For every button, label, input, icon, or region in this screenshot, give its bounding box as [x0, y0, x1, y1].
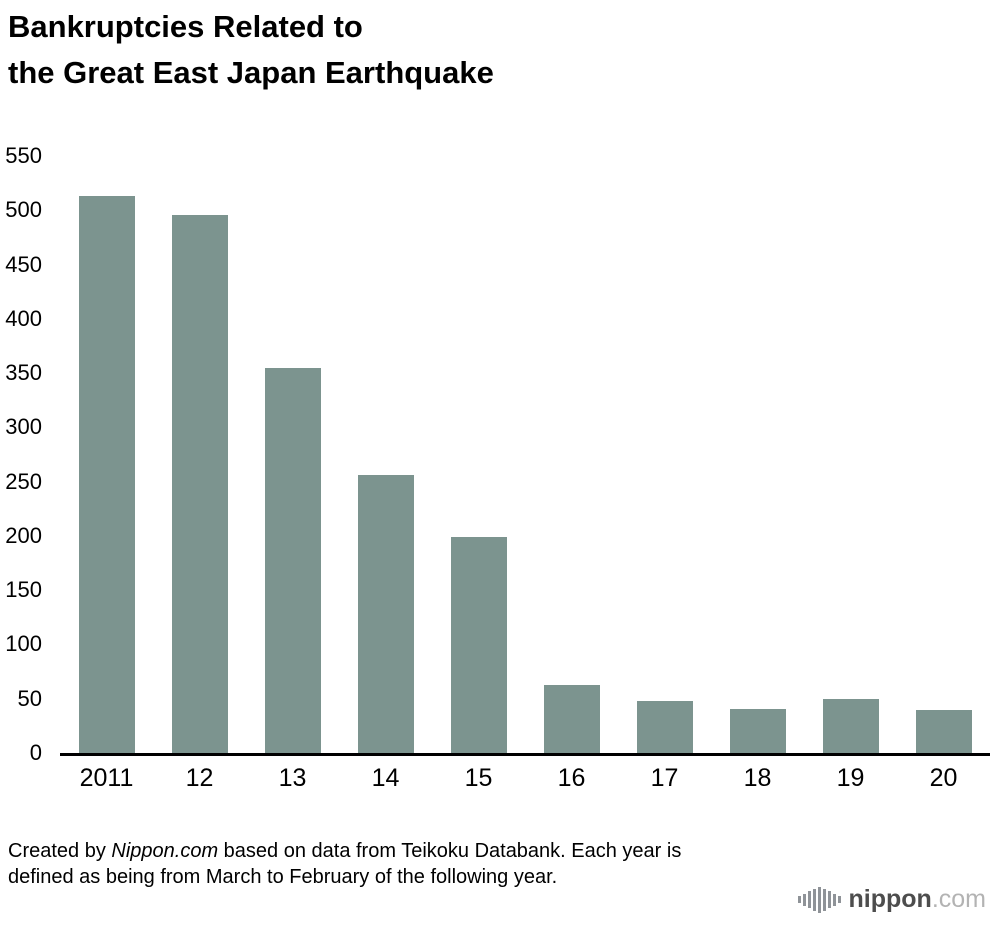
waveform-bars-icon	[797, 886, 841, 913]
x-axis-tick-labels: 2011 12 13 14 15 16 17 18 19 20	[60, 764, 990, 793]
y-tick-label: 500	[5, 197, 42, 223]
bar-slot	[897, 156, 990, 753]
source-note: Created by Nippon.com based on data from…	[8, 838, 718, 890]
y-tick-label: 350	[5, 360, 42, 386]
bar	[171, 214, 228, 753]
x-tick-label: 12	[185, 764, 214, 792]
bar	[357, 475, 414, 753]
bar	[729, 708, 786, 753]
bar-slot	[60, 156, 153, 753]
y-tick-label: 250	[5, 468, 42, 494]
chart-title-line2: the Great East Japan Earthquake	[8, 55, 494, 90]
y-tick-label: 200	[5, 522, 42, 548]
logo-brand: nippon	[848, 885, 932, 913]
bar	[915, 709, 972, 753]
bar	[78, 196, 135, 753]
chart-title: Bankruptcies Related to the Great East J…	[8, 4, 494, 96]
x-tick-label: 14	[371, 764, 400, 792]
y-tick-label: 50	[17, 685, 42, 711]
x-tick-label: 19	[836, 764, 865, 792]
y-tick-label: 150	[5, 577, 42, 603]
y-tick-label: 0	[29, 740, 42, 765]
logo-tld: .com	[931, 885, 986, 913]
bar-slot	[618, 156, 711, 753]
source-note-prefix: Created by	[8, 840, 112, 862]
bar-slot	[246, 156, 339, 753]
bar	[543, 684, 600, 753]
y-axis-tick-labels: 550 500 450 400 350 300 250 200 150 100 50 0	[0, 0, 42, 926]
bar-plot-area	[60, 156, 990, 756]
x-tick-label: 13	[278, 764, 307, 792]
bar	[822, 698, 879, 753]
y-tick-label: 400	[5, 305, 42, 331]
y-tick-label: 100	[5, 631, 42, 657]
bar-slot	[525, 156, 618, 753]
logo-text: nippon.com	[849, 885, 987, 914]
x-tick-label: 17	[650, 764, 679, 792]
x-tick-label: 16	[557, 764, 586, 792]
y-tick-label: 450	[5, 251, 42, 277]
y-tick-label: 300	[5, 414, 42, 440]
bar-slot	[711, 156, 804, 753]
bar-slot	[153, 156, 246, 753]
bar	[450, 537, 507, 753]
y-tick-label: 550	[5, 143, 42, 168]
bar	[264, 367, 321, 753]
bar-slot	[339, 156, 432, 753]
x-tick-label: 18	[743, 764, 772, 792]
bar-slot	[432, 156, 525, 753]
source-note-suffix: based on data from Teikoku Databank. Eac…	[8, 840, 682, 888]
nippon-logo: nippon.com	[797, 885, 987, 914]
bar-slot	[804, 156, 897, 753]
x-tick-label: 2011	[79, 764, 134, 792]
bar	[636, 700, 693, 753]
x-tick-label: 20	[929, 764, 958, 792]
source-note-brand: Nippon.com	[111, 840, 219, 862]
x-tick-label: 15	[464, 764, 493, 792]
chart-title-line1: Bankruptcies Related to	[8, 9, 363, 44]
